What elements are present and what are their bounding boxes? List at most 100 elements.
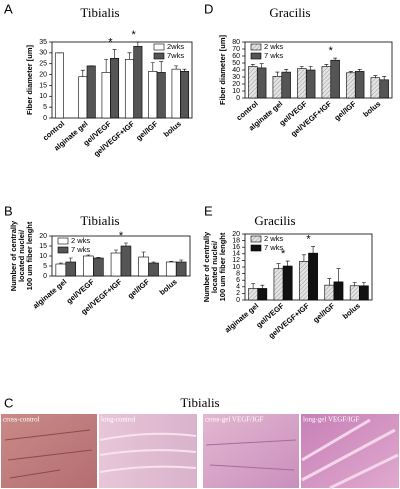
y-tick-label: 80 <box>232 39 240 46</box>
error-bar <box>361 282 366 286</box>
x-tick-label: alginate gel <box>31 277 68 310</box>
error-bar <box>80 69 85 77</box>
y-tick-label: 12 <box>232 257 240 264</box>
bar <box>256 67 267 99</box>
image-label: cross-control <box>3 416 40 424</box>
bar <box>379 79 389 99</box>
y-tick-label: 25 <box>39 61 47 68</box>
error-bar <box>382 76 387 80</box>
y-tick-label: 0 <box>236 297 240 304</box>
legend-swatch <box>250 244 262 252</box>
bar <box>297 68 307 99</box>
error-bar <box>179 259 184 262</box>
bar <box>281 71 291 99</box>
panel-letter: C <box>4 395 13 410</box>
legend-label: 2wks <box>167 42 184 51</box>
bar <box>248 288 258 301</box>
error-bar <box>114 249 119 253</box>
legend-label: 7 wks <box>264 243 283 252</box>
error-bar <box>68 257 73 262</box>
y-axis-label: Fiber diameter [um] <box>218 34 227 105</box>
bar <box>148 262 159 277</box>
bar <box>133 46 143 119</box>
y-tick-label: 0 <box>43 115 47 122</box>
y-tick-label: 14 <box>232 251 240 258</box>
bar <box>354 71 365 99</box>
bar <box>110 57 120 119</box>
bar <box>180 71 190 119</box>
error-bar <box>275 71 280 77</box>
y-tick-label: 15 <box>39 82 47 89</box>
bar <box>78 76 88 119</box>
y-tick-label: 20 <box>232 81 240 88</box>
error-bar <box>324 64 329 67</box>
y-tick-label: 6 <box>236 277 240 284</box>
y-tick-label: 16 <box>232 244 240 251</box>
x-tick-label: bolus <box>341 301 362 321</box>
error-bar <box>259 63 264 68</box>
bar <box>273 268 284 301</box>
annotation: * <box>281 248 286 260</box>
annotation: * <box>306 233 311 245</box>
bar <box>370 77 381 99</box>
histology-images <box>1 414 399 489</box>
bar <box>272 76 283 99</box>
error-bar <box>327 278 332 286</box>
legend-label: 2 wks <box>264 234 283 243</box>
error-bar <box>308 66 313 70</box>
annotation: * <box>132 29 137 41</box>
bar <box>324 284 335 301</box>
bar <box>346 72 356 99</box>
chart-title: Gracilis <box>269 5 310 20</box>
panel-letter: B <box>4 203 13 218</box>
y-tick-label: 10 <box>232 264 240 271</box>
error-bar <box>86 254 91 256</box>
y-tick-label: 30 <box>39 50 47 57</box>
bar <box>120 245 132 277</box>
y-tick-label: 5 <box>43 263 47 270</box>
bar <box>349 285 360 301</box>
legend-swatch <box>250 52 262 60</box>
y-tick-label: 20 <box>39 233 47 240</box>
bar <box>299 261 309 301</box>
error-bar <box>285 260 290 267</box>
error-bar <box>352 282 357 286</box>
legend-label: 7 wks <box>71 245 90 254</box>
y-tick-label: 35 <box>39 39 47 46</box>
bar <box>330 59 340 99</box>
y-tick-label: 10 <box>39 253 47 260</box>
error-bar <box>250 64 255 67</box>
image-label: cross-gel VEGF/IGF <box>205 416 264 424</box>
error-bar <box>123 242 128 246</box>
bar <box>93 257 104 277</box>
y-tick-label: 60 <box>232 53 240 60</box>
legend-swatch <box>250 43 262 51</box>
error-bar <box>151 261 156 263</box>
bar <box>333 281 344 301</box>
y-tick-label: 10 <box>232 88 240 95</box>
legend-swatch <box>250 235 262 243</box>
y-tick-label: 50 <box>232 60 240 67</box>
x-tick-label: gel/IGF <box>333 99 359 123</box>
y-tick-label: 30 <box>232 74 240 81</box>
error-bar <box>276 263 281 269</box>
y-tick-label: 20 <box>232 231 240 238</box>
error-bar <box>112 49 117 59</box>
error-bar <box>333 57 338 61</box>
error-bar <box>169 261 174 262</box>
legend-label: 2 wks <box>264 42 283 51</box>
y-axis-label: Number of centrally <box>9 220 18 291</box>
x-tick-label: bolus <box>361 99 382 119</box>
panel-letter: D <box>204 1 213 16</box>
error-bar <box>141 251 146 257</box>
image-label: long-control <box>101 416 136 424</box>
error-bar <box>135 41 140 47</box>
bar <box>101 72 111 119</box>
panel-letter: A <box>4 1 13 16</box>
bar <box>86 65 96 119</box>
y-tick-label: 0 <box>236 95 240 102</box>
y-tick-label: 0 <box>43 273 47 280</box>
y-axis-label: 100 um fiber lenght <box>25 221 34 290</box>
error-bar <box>299 66 304 69</box>
y-tick-label: 18 <box>232 237 240 244</box>
